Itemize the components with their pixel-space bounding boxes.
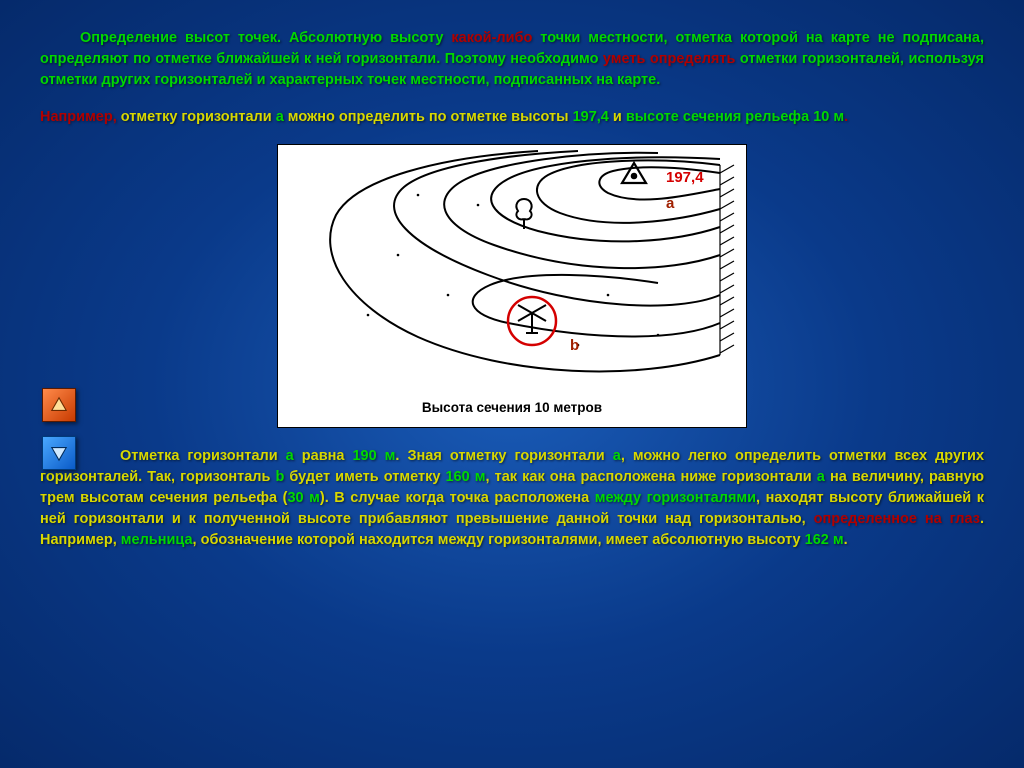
text: какой-либо [451, 30, 532, 46]
text: а [276, 109, 284, 125]
text: отметку горизонтали [117, 109, 276, 125]
text: Отметка горизонтали [120, 448, 286, 464]
figure-caption: Высота сечения 10 метров [278, 400, 746, 415]
text: ). В случае когда точка расположена [320, 490, 595, 506]
paragraph-2: Например, отметку горизонтали а можно оп… [40, 107, 984, 128]
text: 190 м [352, 448, 395, 464]
text: а [613, 448, 621, 464]
figure-container: 197,4 а b Высота сечения 10 метров [40, 144, 984, 428]
text: будет иметь отметку [284, 469, 445, 485]
text: а [817, 469, 825, 485]
text: Например, [40, 109, 117, 125]
nav-buttons [42, 388, 76, 470]
text: 197,4 [573, 109, 609, 125]
text: . [844, 532, 848, 548]
text: b [275, 469, 284, 485]
triangle-up-icon [50, 396, 68, 414]
text: равна [294, 448, 353, 464]
text: а [286, 448, 294, 464]
text: 30 м [287, 490, 319, 506]
text: , обозначение которой находится между го… [193, 532, 805, 548]
elevation-label: 197,4 [666, 169, 704, 186]
text: Определение высот точек. [80, 30, 289, 46]
text: , так как она расположена ниже горизонта… [486, 469, 817, 485]
next-slide-button[interactable] [42, 436, 76, 470]
text: . [844, 109, 848, 125]
contour-map-figure: 197,4 а b Высота сечения 10 метров [277, 144, 747, 428]
triangle-down-icon [50, 444, 68, 462]
text: можно определить по отметке высоты [284, 109, 573, 125]
paragraph-1: Определение высот точек. Абсолютную высо… [40, 28, 984, 91]
text: между горизонталями [595, 490, 756, 506]
text: Абсолютную высоту [289, 30, 451, 46]
text: уметь определять [603, 51, 735, 67]
text: . Зная отметку горизонтали [395, 448, 612, 464]
prev-slide-button[interactable] [42, 388, 76, 422]
text: высоте сечения рельефа 10 м [626, 109, 844, 125]
paragraph-3: Отметка горизонтали а равна 190 м. Зная … [40, 446, 984, 551]
slide-content: Определение высот точек. Абсолютную высо… [0, 0, 1024, 587]
text: мельница [121, 532, 193, 548]
text: 160 м [445, 469, 485, 485]
label-a: а [666, 195, 674, 212]
label-b: b [570, 337, 579, 354]
text: определенное на глаз [814, 511, 980, 527]
text: и [609, 109, 626, 125]
text: 162 м [805, 532, 844, 548]
